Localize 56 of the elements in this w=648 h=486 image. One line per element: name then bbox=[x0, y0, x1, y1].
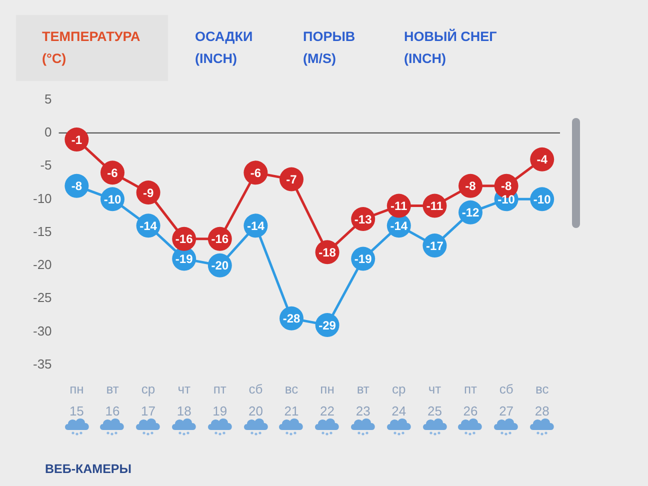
x-tick-label: чт 18 bbox=[176, 381, 192, 419]
data-label: -7 bbox=[286, 172, 298, 187]
x-tick-label: сб 20 bbox=[248, 381, 263, 419]
x-tick-label: чт 25 bbox=[427, 381, 442, 419]
data-label: -10 bbox=[533, 192, 552, 206]
x-tick-label: пн 22 bbox=[320, 381, 335, 419]
x-tick-label: вт 16 bbox=[105, 381, 120, 419]
data-label: -16 bbox=[175, 232, 194, 246]
x-tick-label: вс 21 bbox=[284, 381, 299, 419]
x-tick-label: сб 27 bbox=[499, 381, 514, 419]
x-tick-label: пн 15 bbox=[69, 381, 84, 419]
x-tick-label: пт 26 bbox=[463, 381, 478, 419]
data-label: -29 bbox=[318, 318, 336, 332]
data-label: -17 bbox=[426, 238, 444, 253]
data-label: -12 bbox=[462, 206, 480, 220]
data-label: -8 bbox=[71, 179, 82, 194]
y-tick-label: -30 bbox=[32, 323, 52, 338]
data-label: -11 bbox=[390, 199, 408, 214]
y-tick-label: 0 bbox=[44, 124, 52, 140]
data-label: -19 bbox=[175, 252, 194, 266]
y-tick-label: -20 bbox=[32, 257, 52, 272]
data-label: -14 bbox=[247, 218, 265, 233]
y-tick-label: -25 bbox=[32, 290, 52, 306]
data-label: -14 bbox=[140, 218, 158, 233]
y-tick-label: -35 bbox=[32, 356, 52, 372]
data-label: -10 bbox=[498, 192, 516, 206]
data-label: -10 bbox=[104, 192, 122, 206]
x-tick-label: ср 24 bbox=[392, 381, 406, 419]
data-label: -28 bbox=[282, 312, 300, 326]
data-label: -4 bbox=[536, 152, 548, 167]
data-label: -20 bbox=[211, 258, 229, 273]
data-label: -16 bbox=[211, 232, 229, 246]
data-label: -6 bbox=[107, 166, 118, 180]
data-label: -8 bbox=[465, 179, 476, 194]
data-label: -8 bbox=[500, 179, 512, 194]
data-label: -11 bbox=[426, 199, 444, 214]
y-tick-label: -15 bbox=[32, 224, 52, 239]
data-label: -18 bbox=[318, 245, 336, 260]
y-tick-label: -5 bbox=[40, 158, 52, 173]
text: ВЕБ-КАМЕРЫ bbox=[45, 462, 132, 476]
x-tick-label: пт 19 bbox=[212, 381, 228, 419]
text: НОВЫЙ СНЕГ (INCH) bbox=[404, 28, 498, 68]
y-tick-label: -10 bbox=[32, 190, 52, 206]
data-label: -19 bbox=[354, 252, 372, 266]
data-label: -6 bbox=[250, 166, 262, 180]
x-tick-label: вт 23 bbox=[356, 381, 370, 419]
data-label: -9 bbox=[142, 186, 154, 200]
data-label: -1 bbox=[71, 132, 82, 147]
x-tick-label: вс 28 bbox=[534, 381, 550, 419]
text: ОСАДКИ (INCH) bbox=[195, 28, 254, 68]
y-tick-label: 5 bbox=[44, 91, 52, 106]
x-tick-label: ср 17 bbox=[141, 381, 156, 419]
data-label: -14 bbox=[390, 218, 408, 233]
text: ПОРЫВ (M/S) bbox=[303, 28, 356, 68]
chart-title: ТЕМПЕРАТУРА (°C) bbox=[42, 28, 142, 68]
data-label: -13 bbox=[354, 212, 372, 226]
